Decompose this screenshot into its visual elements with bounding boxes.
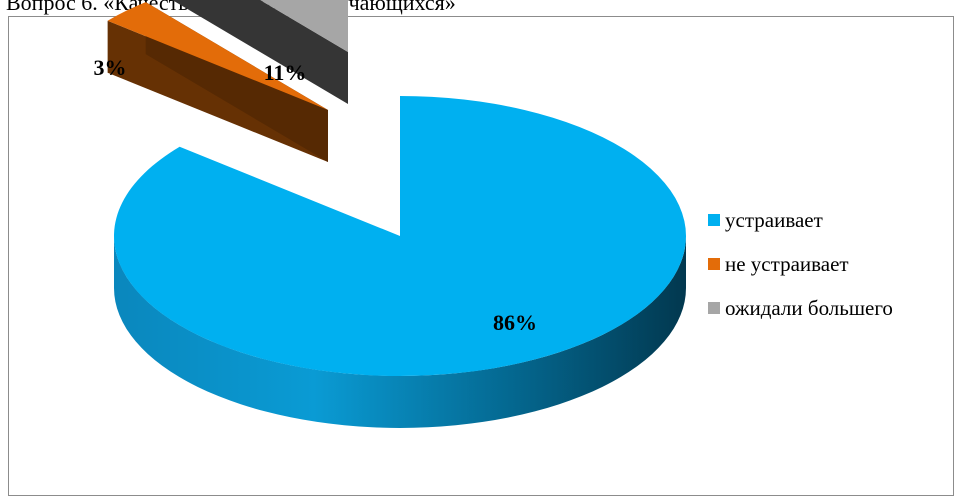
legend-swatch xyxy=(708,214,720,226)
data-label-3: 11% xyxy=(264,60,307,85)
legend-item-1: устраивает xyxy=(708,198,893,242)
legend-swatch xyxy=(708,258,720,270)
pie-slice-2-top xyxy=(107,2,328,111)
pie-slice-2 xyxy=(107,2,328,163)
legend-label: ожидали большего xyxy=(725,295,893,320)
pie-slice-3-side xyxy=(172,0,348,104)
legend-label: не устраивает xyxy=(725,251,849,276)
pie-slice-1-top xyxy=(113,96,687,376)
chart-legend: устраивает не устраивает ожидали большего xyxy=(708,198,893,330)
data-label-2: 3% xyxy=(94,55,127,80)
pie-slice-1 xyxy=(113,96,687,428)
data-label-1: 86% xyxy=(493,310,537,335)
legend-item-3: ожидали большего xyxy=(708,286,893,330)
legend-item-2: не устраивает xyxy=(708,242,893,286)
legend-swatch xyxy=(708,302,720,314)
pie-slice-3 xyxy=(172,0,348,104)
legend-label: устраивает xyxy=(725,207,823,232)
pie-slice-3-top xyxy=(260,0,348,52)
pie-slice-1-side xyxy=(114,236,686,428)
